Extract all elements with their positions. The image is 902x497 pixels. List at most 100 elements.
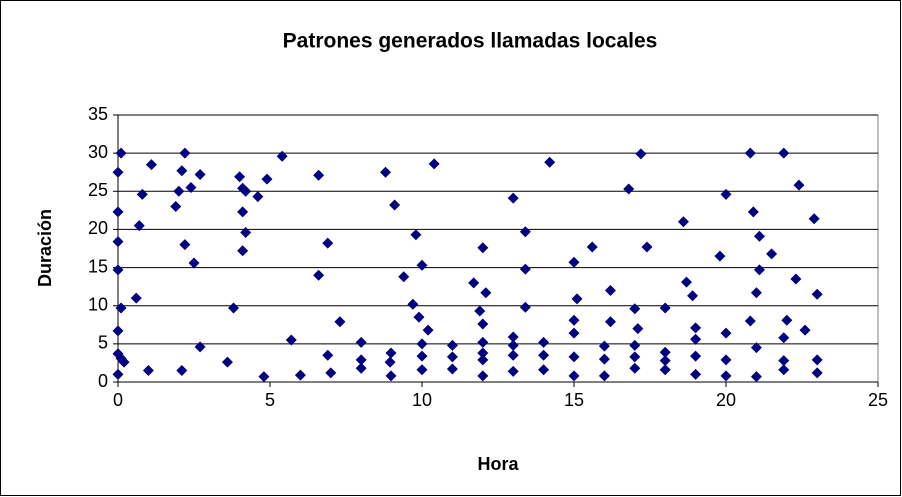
data-point	[750, 371, 762, 383]
y-tick-label: 10	[88, 294, 108, 314]
data-point	[176, 165, 188, 177]
data-point	[690, 322, 702, 334]
data-point	[112, 368, 124, 380]
data-point	[276, 150, 288, 162]
data-point	[130, 292, 142, 304]
data-point	[778, 364, 790, 376]
data-point	[507, 349, 519, 361]
data-point	[176, 365, 188, 377]
x-tick-label: 15	[564, 390, 584, 410]
data-point	[194, 341, 206, 353]
data-point	[690, 350, 702, 362]
data-point	[750, 342, 762, 354]
data-point	[477, 370, 489, 382]
chart-title: Patrones generados llamadas locales	[283, 30, 658, 53]
data-point	[687, 290, 699, 302]
data-point	[538, 336, 550, 348]
data-point	[477, 347, 489, 359]
data-point	[778, 332, 790, 344]
data-point	[136, 188, 148, 200]
data-point	[385, 370, 397, 382]
data-point	[659, 355, 671, 367]
data-point	[598, 370, 610, 382]
x-tick-label: 25	[868, 390, 888, 410]
data-point	[240, 185, 252, 197]
data-point	[744, 315, 756, 327]
data-point	[355, 354, 367, 366]
data-point	[322, 237, 334, 249]
data-point	[477, 242, 489, 254]
x-tick-label: 0	[113, 390, 123, 410]
data-point	[334, 316, 346, 328]
data-point	[112, 206, 124, 218]
data-point	[240, 226, 252, 238]
data-point	[808, 213, 820, 225]
data-point	[632, 323, 644, 335]
data-point	[720, 354, 732, 366]
data-point	[477, 318, 489, 330]
data-point	[598, 353, 610, 365]
plot-area	[117, 114, 879, 383]
data-point	[422, 324, 434, 336]
data-point	[623, 183, 635, 195]
data-point	[604, 284, 616, 296]
y-tick-label: 35	[88, 104, 108, 124]
data-point	[416, 350, 428, 362]
y-tick-label: 15	[88, 256, 108, 276]
data-point	[221, 356, 233, 368]
data-point	[252, 191, 264, 203]
data-point	[720, 370, 732, 382]
data-point	[477, 354, 489, 366]
data-point	[629, 351, 641, 363]
data-point	[413, 311, 425, 323]
data-point	[635, 148, 647, 160]
data-point	[519, 301, 531, 313]
data-point	[641, 241, 653, 253]
data-point	[629, 339, 641, 351]
data-point	[811, 354, 823, 366]
data-point	[571, 293, 583, 305]
data-point	[228, 302, 240, 314]
data-point	[112, 264, 124, 276]
data-point	[659, 302, 671, 314]
data-point	[799, 324, 811, 336]
data-point	[790, 273, 802, 285]
data-point	[477, 336, 489, 348]
data-point	[720, 188, 732, 200]
data-point	[744, 147, 756, 159]
data-point	[480, 287, 492, 299]
data-point	[778, 355, 790, 367]
data-point	[179, 239, 191, 251]
data-point	[753, 230, 765, 242]
data-point	[112, 166, 124, 178]
data-point	[142, 365, 154, 377]
data-point	[519, 226, 531, 238]
data-point	[355, 336, 367, 348]
data-point	[468, 277, 480, 289]
data-point	[507, 331, 519, 343]
data-point	[747, 206, 759, 218]
data-point	[680, 276, 692, 288]
data-point	[659, 364, 671, 376]
data-point	[188, 257, 200, 269]
data-point	[237, 206, 249, 218]
data-point	[538, 349, 550, 361]
data-point	[659, 346, 671, 358]
data-point	[750, 287, 762, 299]
data-point	[811, 367, 823, 379]
data-point	[568, 327, 580, 339]
data-point	[416, 338, 428, 350]
data-point	[766, 248, 778, 260]
data-point	[237, 245, 249, 257]
data-point	[112, 236, 124, 248]
data-point	[598, 340, 610, 352]
data-point	[389, 199, 401, 211]
y-tick-label: 20	[88, 218, 108, 238]
data-point	[384, 356, 396, 368]
data-point	[313, 269, 325, 281]
data-point	[179, 147, 191, 159]
data-point	[446, 339, 458, 351]
data-point	[677, 216, 689, 228]
x-tick-label: 10	[412, 390, 432, 410]
